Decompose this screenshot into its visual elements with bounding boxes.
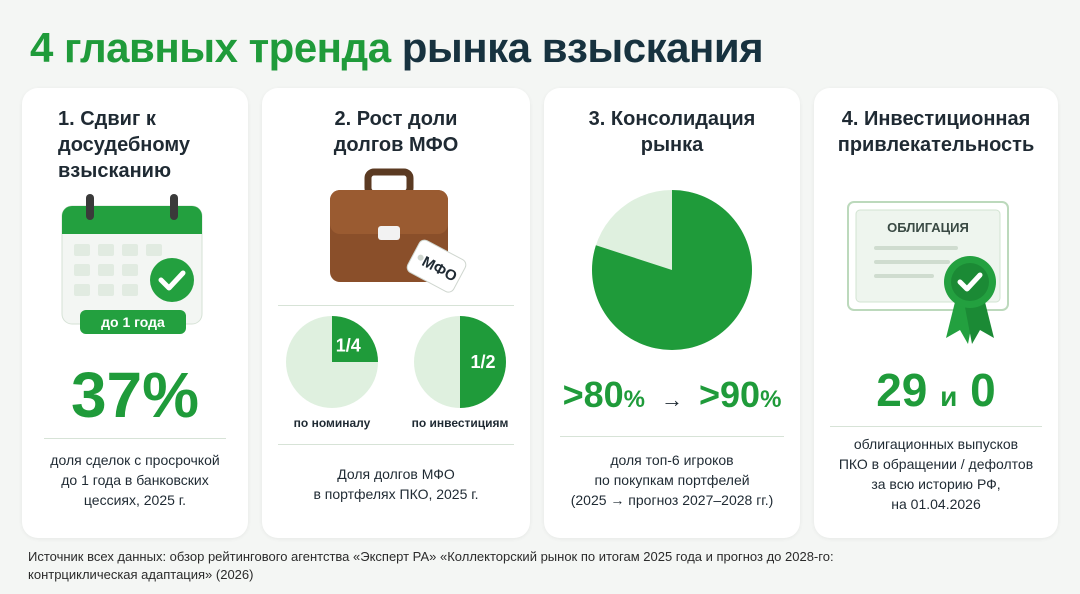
- card-4-title-line: привлекательность: [837, 134, 1035, 156]
- card-4-value: 29 и 0: [814, 364, 1058, 423]
- calendar-badge-text: до 1 года: [101, 314, 165, 330]
- card-3-desc-line: по покупкам портфелей: [594, 472, 750, 488]
- value-from: >80: [562, 374, 624, 415]
- pie-nominal-label: 1/4: [336, 336, 361, 356]
- card-1-title-line: взысканию: [58, 160, 172, 182]
- page-title-part2: рынка взыскания: [401, 24, 764, 71]
- card-2-divider-top: [278, 305, 514, 306]
- card-3-title: 3. Консолидация рынка: [544, 106, 800, 158]
- card-1-title: 1. Сдвиг к досудебному взысканию: [58, 106, 190, 184]
- card-2-title: 2. Рост доли долгов МФО: [262, 106, 530, 158]
- pie-investments: 1/2: [414, 316, 506, 408]
- source-note: Источник всех данных: обзор рейтингового…: [28, 548, 1048, 584]
- card-2-title-line: долгов МФО: [333, 134, 459, 156]
- card-3-desc-line: доля топ-6 игроков: [610, 452, 734, 468]
- card-3-value: >80% → >90%: [544, 374, 800, 421]
- card-3-description: доля топ-6 игроков по покупкам портфелей…: [544, 450, 800, 510]
- pie-consolidation: [592, 190, 752, 350]
- mfo-tag-icon: МФО: [406, 239, 467, 293]
- card-1-desc-line: цессиях, 2025 г.: [83, 492, 187, 508]
- defaults-count: 0: [970, 364, 996, 416]
- card-4-title-line: 4. Инвестиционная: [841, 108, 1031, 130]
- card-2-description: Доля долгов МФО в портфелях ПКО, 2025 г.: [262, 464, 530, 504]
- page-title: 4 главных тренда рынка взыскания: [30, 22, 764, 74]
- card-4-desc-line: ПКО в обращении / дефолтов: [838, 456, 1034, 472]
- pie-investments-caption: по инвестициям: [411, 416, 509, 430]
- pie-nominal-slice: [332, 316, 378, 362]
- card-1-divider: [44, 438, 226, 439]
- trend-card-1: 1. Сдвиг к досудебному взысканию до 1 го…: [22, 88, 248, 538]
- card-1-desc-line: до 1 года в банковских: [61, 472, 209, 488]
- page-title-part1: 4 главных тренда: [30, 24, 391, 71]
- card-2-title-line: 2. Рост доли: [334, 108, 458, 130]
- card-4-desc-line: на 01.04.2026: [891, 496, 981, 512]
- card-1-title-line: 1. Сдвиг к: [58, 108, 156, 130]
- card-3-title-line: рынка: [640, 134, 704, 156]
- certificate-icon: ОБЛИГАЦИЯ: [847, 201, 1009, 344]
- card-3-title-line: 3. Консолидация: [588, 108, 756, 130]
- value-from-percent: %: [623, 386, 645, 413]
- card-2-desc-line: в портфелях ПКО, 2025 г.: [313, 486, 479, 502]
- bonds-count: 29: [876, 364, 928, 416]
- source-line: Источник всех данных: обзор рейтингового…: [28, 549, 834, 564]
- trend-card-3: 3. Консолидация рынка >80% → >90% доля т…: [544, 88, 800, 538]
- card-1-description: доля сделок с просрочкой до 1 года в бан…: [22, 450, 248, 510]
- card-4-desc-line: облигационных выпусков: [853, 436, 1019, 452]
- card-4-title: 4. Инвестиционная привлекательность: [814, 106, 1058, 158]
- card-1-value: 37%: [70, 359, 200, 431]
- trend-card-4: 4. Инвестиционная привлекательность ОБЛИ…: [814, 88, 1058, 538]
- card-4-desc-line: за всю историю РФ,: [871, 476, 1001, 492]
- pie-investments-slice: [460, 316, 506, 408]
- card-3-divider: [560, 436, 784, 437]
- value-conjunction: и: [940, 381, 958, 412]
- calendar-check-icon: до 1 года: [61, 194, 203, 334]
- value-to-percent: %: [760, 386, 782, 413]
- pie-nominal-caption: по номиналу: [293, 416, 371, 430]
- pie-investments-label: 1/2: [470, 352, 495, 372]
- trend-card-2: 2. Рост доли долгов МФО МФО 1/4 1/2 по н…: [262, 88, 530, 538]
- value-to: >90: [699, 374, 761, 415]
- source-line: контрциклическая адаптация» (2026): [28, 567, 254, 582]
- pie-consolidation-slice: [592, 190, 752, 350]
- briefcase-icon: МФО: [330, 168, 467, 293]
- pie-nominal: 1/4: [286, 316, 378, 408]
- arrow-icon: →: [661, 387, 683, 412]
- card-2-divider-bottom: [278, 444, 514, 445]
- card-2-desc-line: Доля долгов МФО: [337, 466, 455, 482]
- bond-label: ОБЛИГАЦИЯ: [887, 220, 969, 235]
- card-4-description: облигационных выпусков ПКО в обращении /…: [814, 434, 1058, 514]
- card-1-title-line: досудебному: [58, 134, 190, 156]
- card-4-divider: [830, 426, 1042, 427]
- card-1-desc-line: доля сделок с просрочкой: [50, 452, 220, 468]
- card-3-desc-line: (2025 → прогноз 2027–2028 гг.): [570, 492, 774, 508]
